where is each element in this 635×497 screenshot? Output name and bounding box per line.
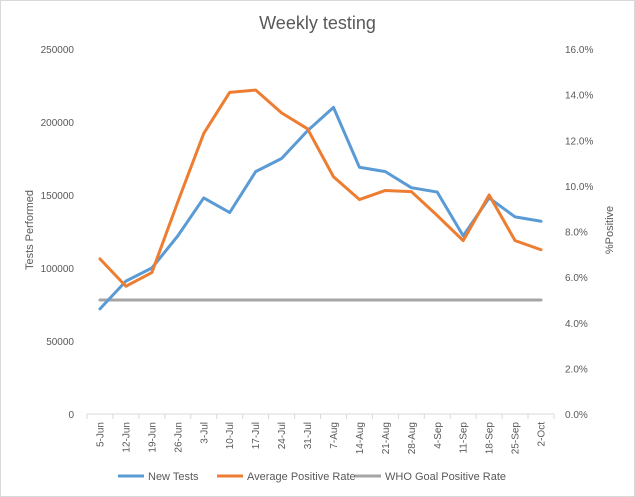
right-tick-label: 4.0% (565, 319, 588, 330)
x-tick-label: 25-Sep (511, 422, 522, 455)
right-tick-label: 6.0% (565, 273, 588, 284)
left-tick-label: 0 (68, 410, 74, 421)
x-tick-label: 17-Jul (251, 422, 262, 449)
x-tick-label: 28-Aug (407, 422, 418, 454)
left-tick-label: 250000 (41, 45, 75, 56)
series-lines (98, 88, 543, 311)
x-tick-label: 4-Sep (433, 422, 444, 449)
x-tick-label: 18-Sep (485, 422, 496, 455)
left-tick-label: 150000 (41, 191, 75, 202)
left-tick-label: 100000 (41, 264, 75, 275)
right-tick-label: 2.0% (565, 364, 588, 375)
right-axis-ticks: 0.0% 2.0% 4.0% 6.0% 8.0% 10.0% 12.0% 14.0% 16.0% (565, 45, 593, 421)
x-tick-label: 7-Aug (329, 422, 340, 449)
legend-label-who-goal-positive-rate: WHO Goal Positive Rate (385, 471, 506, 483)
new-tests-line (98, 105, 543, 311)
x-tick-label: 24-Jul (277, 422, 288, 449)
x-axis-ticks: 5-Jun 12-Jun 19-Jun 26-Jun 3-Jul 10-Jul 17-Jul… (86, 414, 555, 455)
x-tick-label: 21-Aug (381, 422, 392, 454)
left-axis-ticks: 0 50000 100000 150000 200000 250000 (41, 45, 75, 421)
right-axis-title: %Positive (604, 206, 616, 254)
x-tick-label: 5-Jun (95, 422, 106, 447)
average-positive-rate-line (98, 88, 543, 288)
right-tick-label: 8.0% (565, 228, 588, 239)
x-tick-label: 26-Jun (173, 422, 184, 453)
left-tick-label: 200000 (41, 118, 75, 129)
legend-label-new-tests: New Tests (148, 471, 199, 483)
right-tick-label: 16.0% (565, 45, 593, 56)
right-tick-label: 0.0% (565, 410, 588, 421)
x-tick-label: 31-Jul (303, 422, 314, 449)
x-tick-label: 11-Sep (459, 422, 470, 454)
x-tick-label: 10-Jul (225, 422, 236, 449)
chart-title: Weekly testing (259, 13, 376, 33)
x-tick-label: 19-Jun (147, 422, 158, 453)
legend: New Tests Average Positive Rate WHO Goal P… (118, 471, 506, 483)
right-tick-label: 14.0% (565, 91, 593, 102)
legend-label-average-positive-rate: Average Positive Rate (247, 471, 356, 483)
left-axis-title: Tests Performed (24, 190, 36, 270)
x-tick-label: 14-Aug (355, 422, 366, 454)
right-tick-label: 10.0% (565, 182, 593, 193)
x-tick-label: 12-Jun (121, 422, 132, 453)
right-tick-label: 12.0% (565, 136, 593, 147)
left-tick-label: 50000 (46, 337, 74, 348)
x-tick-label: 2-Oct (537, 422, 548, 447)
x-tick-label: 3-Jul (199, 422, 210, 444)
